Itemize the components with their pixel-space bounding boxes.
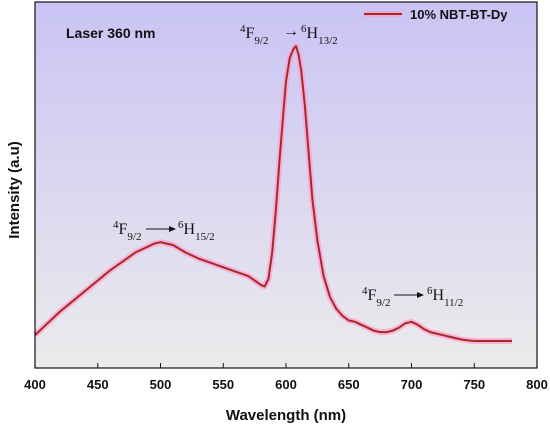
t3-sup2: 6 <box>427 285 433 297</box>
x-tick-label: 550 <box>212 377 234 392</box>
t1-sub2: 13/2 <box>318 35 338 47</box>
svg-text:4F9/2: 4F9/2 <box>362 285 390 309</box>
t3-arrow-head <box>417 292 424 298</box>
plot-area <box>35 2 537 368</box>
t1-arrow: → <box>283 23 299 40</box>
t2-sup: 4 <box>113 219 119 231</box>
x-tick-label: 650 <box>338 377 360 392</box>
t1-sub: 9/2 <box>254 35 268 47</box>
svg-text:4F9/2: 4F9/2 <box>240 23 268 47</box>
transition-label-11-2: 4F9/2 6H11/2 <box>362 285 463 309</box>
svg-text:6H15/2: 6H15/2 <box>178 219 215 243</box>
t1-sup: 4 <box>240 23 246 35</box>
series-layer <box>32 43 512 344</box>
t1-sup2: 6 <box>301 23 307 35</box>
t3-sub: 9/2 <box>376 297 390 309</box>
series-line <box>34 45 512 342</box>
x-axis-title: Wavelength (nm) <box>226 407 346 424</box>
legend: 10% NBT-BT-Dy <box>364 7 508 22</box>
x-tick-label: 700 <box>401 377 423 392</box>
t2-arrow-head <box>169 226 176 232</box>
transition-label-15-2: 4F9/2 6H15/2 <box>113 219 215 243</box>
t2-base: F <box>119 221 128 238</box>
t3-sub2: 11/2 <box>444 297 463 309</box>
t3-base: F <box>368 287 377 304</box>
t1-base2: H <box>307 25 319 42</box>
x-tick-label: 400 <box>24 377 46 392</box>
transition-label-13-2: 4F9/2 → 6H13/2 <box>240 23 338 47</box>
legend-label: 10% NBT-BT-Dy <box>410 7 508 22</box>
svg-text:6H11/2: 6H11/2 <box>427 285 463 309</box>
t2-sup2: 6 <box>178 219 184 231</box>
t2-base2: H <box>184 221 196 238</box>
t2-sub: 9/2 <box>127 231 141 243</box>
y-axis-title: Intensity (a.u) <box>6 141 23 239</box>
svg-text:4F9/2: 4F9/2 <box>113 219 141 243</box>
x-tick-label: 500 <box>150 377 172 392</box>
t3-base2: H <box>433 287 445 304</box>
t1-base: F <box>246 25 255 42</box>
laser-annotation: Laser 360 nm <box>66 25 156 41</box>
x-tick-label: 600 <box>275 377 297 392</box>
t3-sup: 4 <box>362 285 368 297</box>
x-tick-label: 750 <box>463 377 485 392</box>
x-tick-label: 800 <box>526 377 548 392</box>
svg-text:6H13/2: 6H13/2 <box>301 23 338 47</box>
x-axis-ticks: 400 450 500 550 600 650 700 750 800 <box>24 363 548 392</box>
t2-sub2: 15/2 <box>195 231 215 243</box>
x-tick-label: 450 <box>87 377 109 392</box>
